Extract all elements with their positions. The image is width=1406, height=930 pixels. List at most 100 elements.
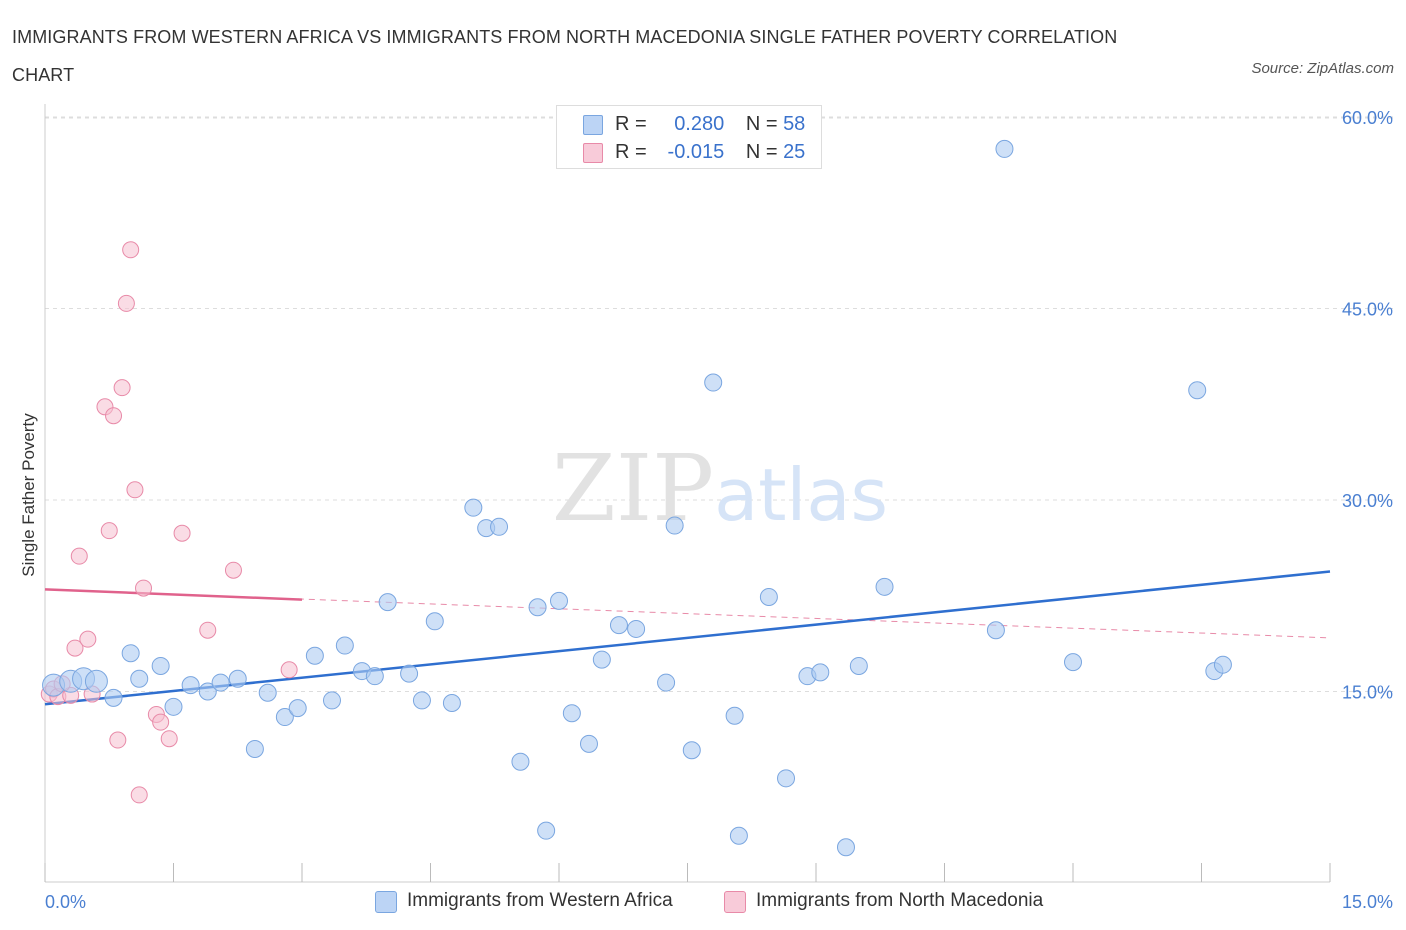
- bottom-legend-label-2: Immigrants from North Macedonia: [756, 890, 1044, 911]
- western-africa-point: [198, 682, 217, 701]
- western-africa-point: [875, 577, 894, 596]
- western-africa-point: [211, 673, 230, 692]
- y-tick-label: 15.0%: [1342, 683, 1393, 703]
- western-africa-point: [84, 669, 108, 693]
- western-africa-point: [1188, 381, 1207, 400]
- western-africa-point: [592, 650, 611, 669]
- legend-swatch-pink: [583, 143, 603, 163]
- north-macedonia-point: [117, 294, 135, 312]
- western-africa-point: [322, 691, 341, 710]
- western-africa-points: [42, 139, 1232, 857]
- western-africa-point: [777, 769, 796, 788]
- legend-n-value-1: 58: [783, 113, 806, 135]
- western-africa-point: [378, 593, 397, 612]
- north-macedonia-point: [70, 547, 88, 565]
- legend-r-label: R =: [615, 141, 647, 163]
- watermark: ZIPatlas: [552, 435, 888, 542]
- north-macedonia-point: [224, 561, 242, 579]
- bottom-legend-label-1: Immigrants from Western Africa: [407, 890, 673, 911]
- western-africa-point: [550, 591, 568, 610]
- north-macedonia-point: [100, 522, 118, 540]
- western-africa-point: [164, 697, 183, 716]
- western-africa-point: [511, 752, 530, 771]
- north-macedonia-point: [109, 731, 127, 749]
- y-tick-label: 60.0%: [1342, 108, 1393, 128]
- legend-n-label: N =: [745, 141, 778, 163]
- y-tick-label: 30.0%: [1342, 491, 1393, 511]
- western-africa-point: [490, 517, 509, 536]
- western-africa-point: [104, 688, 123, 707]
- legend-r-value-1: 0.280: [674, 113, 725, 135]
- western-africa-point: [228, 669, 247, 688]
- western-africa-point: [849, 656, 868, 675]
- western-africa-point: [729, 826, 748, 845]
- western-africa-point: [121, 644, 140, 663]
- stats-legend: R = 0.280 N = 58 R = -0.015 N = 25: [556, 105, 822, 169]
- western-africa-point: [665, 516, 684, 535]
- x-tick-label-min: 0.0%: [45, 892, 86, 912]
- western-africa-point: [759, 588, 778, 607]
- x-tick-label-max: 15.0%: [1342, 892, 1393, 912]
- western-africa-point: [579, 734, 598, 753]
- western-africa-point: [528, 598, 547, 617]
- north-macedonia-point: [126, 481, 144, 499]
- y-axis-title: Single Father Poverty: [19, 413, 38, 577]
- north-macedonia-point: [113, 379, 131, 397]
- north-macedonia-trend-line: [44, 588, 303, 601]
- western-africa-point: [442, 693, 461, 712]
- north-macedonia-point: [199, 621, 217, 639]
- western-africa-point: [245, 739, 264, 758]
- north-macedonia-point: [66, 639, 84, 657]
- bottom-legend-swatch-blue: [375, 891, 397, 913]
- western-africa-point: [412, 691, 431, 710]
- legend-n-label: N =: [745, 113, 778, 135]
- western-africa-point: [464, 498, 483, 517]
- western-africa-point: [627, 619, 646, 638]
- western-africa-point: [181, 676, 200, 695]
- bottom-legend-swatch-pink: [724, 891, 746, 913]
- north-macedonia-points: [40, 241, 298, 804]
- north-macedonia-point: [160, 730, 178, 748]
- north-macedonia-point: [152, 713, 170, 731]
- chart-source: Source: ZipAtlas.com: [1251, 60, 1394, 77]
- western-africa-point: [657, 673, 676, 692]
- legend-r-label: R =: [615, 113, 647, 135]
- western-africa-point: [725, 706, 744, 725]
- western-africa-trend-line: [44, 570, 1331, 706]
- western-africa-point: [986, 621, 1005, 640]
- western-africa-point: [609, 616, 628, 635]
- legend-n-value-2: 25: [783, 141, 806, 163]
- legend-swatch-blue: [583, 115, 603, 135]
- north-macedonia-point: [122, 241, 140, 259]
- western-africa-point: [305, 646, 324, 665]
- axes: [44, 104, 1331, 883]
- western-africa-point: [151, 656, 170, 675]
- y-tick-label: 45.0%: [1342, 300, 1393, 320]
- western-africa-point: [704, 373, 723, 392]
- western-africa-point: [425, 612, 444, 631]
- tick-labels: 15.0% 30.0% 45.0% 60.0% 0.0% 15.0%: [45, 108, 1393, 912]
- north-macedonia-point: [105, 407, 123, 425]
- western-africa-point: [1064, 653, 1082, 672]
- western-africa-point: [836, 838, 855, 857]
- legend-r-value-2: -0.015: [667, 141, 725, 163]
- north-macedonia-point: [173, 524, 191, 542]
- western-africa-point: [288, 699, 307, 718]
- western-africa-point: [811, 663, 830, 682]
- chart-title: IMMIGRANTS FROM WESTERN AFRICA VS IMMIGR…: [12, 27, 1118, 85]
- western-africa-point: [682, 741, 701, 760]
- north-macedonia-point: [79, 630, 97, 648]
- western-africa-point: [562, 704, 581, 723]
- western-africa-point: [335, 636, 354, 655]
- western-africa-point: [365, 667, 384, 686]
- western-africa-point: [275, 708, 294, 727]
- north-macedonia-point: [130, 786, 148, 804]
- western-africa-point: [1213, 655, 1232, 674]
- western-africa-point: [537, 821, 556, 840]
- north-macedonia-point: [135, 579, 153, 597]
- north-macedonia-point: [280, 661, 298, 679]
- western-africa-point: [995, 139, 1014, 158]
- gridlines: [45, 116, 1395, 692]
- western-africa-point: [130, 669, 149, 688]
